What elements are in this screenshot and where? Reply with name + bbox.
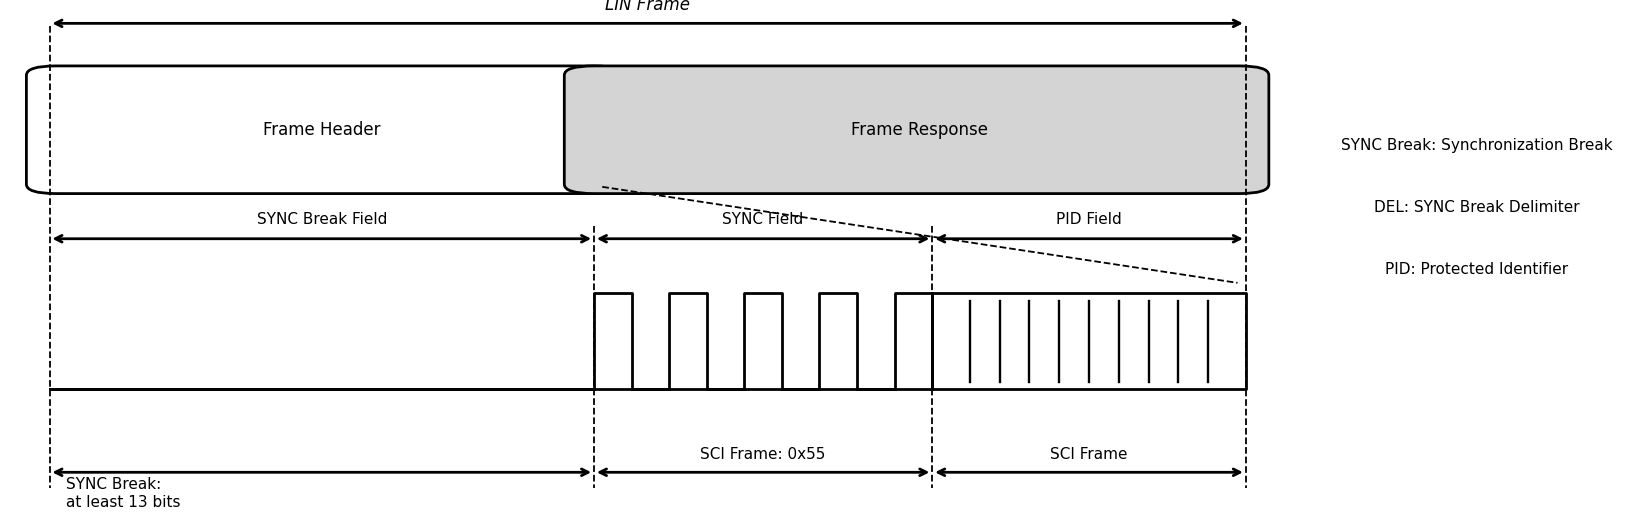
Text: SYNC Field: SYNC Field — [723, 212, 804, 227]
Text: SCI Frame: SCI Frame — [1051, 447, 1127, 462]
Text: LIN Frame: LIN Frame — [606, 0, 690, 14]
Text: Frame Response: Frame Response — [851, 121, 988, 139]
Text: SYNC Break: Synchronization Break: SYNC Break: Synchronization Break — [1341, 138, 1612, 153]
FancyBboxPatch shape — [26, 66, 624, 194]
Text: PID: Protected Identifier: PID: Protected Identifier — [1386, 263, 1568, 277]
Text: PID Field: PID Field — [1056, 212, 1122, 227]
Text: SCI Frame: 0x55: SCI Frame: 0x55 — [701, 447, 825, 462]
Text: SYNC Break:
at least 13 bits: SYNC Break: at least 13 bits — [66, 477, 180, 510]
Text: SYNC Break Field: SYNC Break Field — [256, 212, 388, 227]
Text: DEL: SYNC Break Delimiter: DEL: SYNC Break Delimiter — [1374, 200, 1579, 215]
FancyBboxPatch shape — [564, 66, 1269, 194]
Text: Frame Header: Frame Header — [262, 121, 381, 139]
